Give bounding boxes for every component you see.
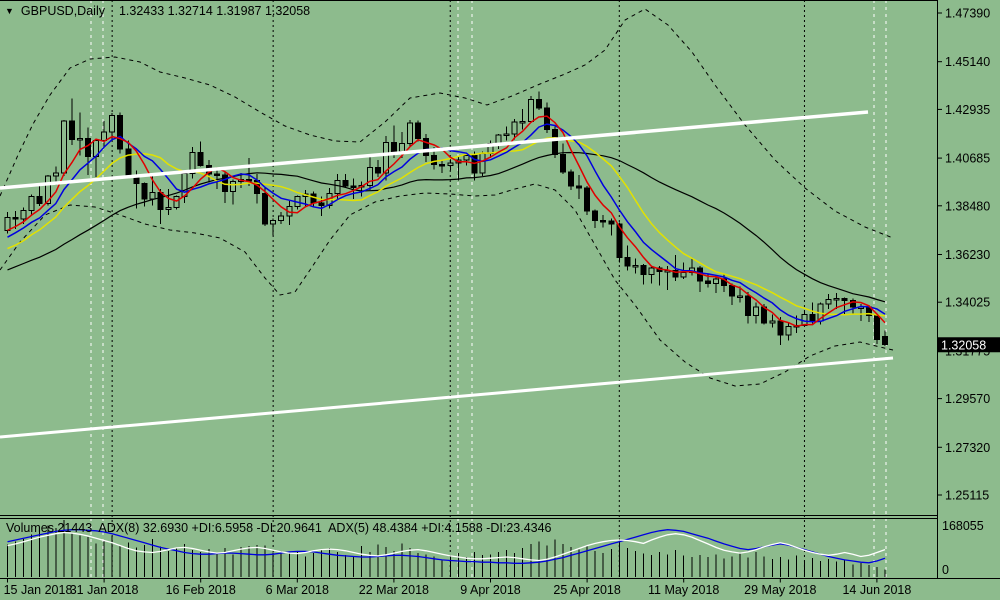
- volume-axis-label: 168055: [942, 519, 984, 533]
- price-axis-label: 1.34025: [945, 296, 990, 310]
- date-axis-label: 16 Feb 2018: [166, 583, 236, 597]
- date-axis-label: 14 Jun 2018: [842, 583, 911, 597]
- adx-lines: [7, 529, 886, 564]
- date-axis-label: 29 May 2018: [744, 583, 816, 597]
- price-axis-label: 1.40685: [945, 152, 990, 166]
- date-axis-label: 31 Jan 2018: [70, 583, 139, 597]
- date-axis[interactable]: [0, 579, 1000, 600]
- price-axis-labels: 1.47390 1.45140 1.42935 1.40685 1.38480 1.362…: [937, 7, 990, 577]
- price-axis-label: 1.42935: [945, 103, 990, 117]
- current-price-badge: 1.32058: [938, 337, 1000, 353]
- main-chart-region[interactable]: [0, 0, 937, 515]
- volume-axis-label: 0: [942, 563, 949, 577]
- date-axis-label: 15 Jan 2018: [4, 583, 73, 597]
- price-axis-label: 1.45140: [945, 55, 990, 69]
- current-price-value: 1.32058: [941, 338, 986, 352]
- ohlc-readout: 1.32433 1.32714 1.31987 1.32058: [118, 4, 311, 18]
- date-axis-label: 6 Mar 2018: [266, 583, 329, 597]
- panel-borders: [0, 0, 1000, 579]
- trendlines: [0, 110, 894, 439]
- price-axis-label: 1.27320: [945, 441, 990, 455]
- volume-bars: [7, 520, 886, 577]
- vertical-separators: [90, 0, 887, 579]
- price-axis[interactable]: [938, 0, 1000, 578]
- date-axis-label: 11 May 2018: [648, 583, 719, 597]
- candlesticks: [4, 91, 888, 347]
- indicator-readout: Volumes 21443 ADX(8) 32.6930 +DI:6.5958 …: [6, 521, 552, 535]
- volatility-bands: [0, 8, 894, 387]
- symbol-dropdown-icon[interactable]: ▼: [5, 6, 14, 16]
- price-axis-label: 1.29570: [945, 392, 990, 406]
- symbol-period-label: GBPUSD,Daily: [20, 4, 105, 18]
- price-axis-label: 1.36230: [945, 248, 990, 262]
- price-axis-label: 1.38480: [945, 199, 990, 213]
- date-axis-label: 9 Apr 2018: [460, 583, 521, 597]
- chart-title-bar: ▼ GBPUSD,Daily 1.32433 1.32714 1.31987 1…: [5, 4, 310, 18]
- price-axis-label: 1.47390: [945, 7, 990, 21]
- date-axis-label: 22 Mar 2018: [359, 583, 429, 597]
- date-axis-label: 25 Apr 2018: [553, 583, 620, 597]
- price-axis-label: 1.25115: [945, 489, 989, 503]
